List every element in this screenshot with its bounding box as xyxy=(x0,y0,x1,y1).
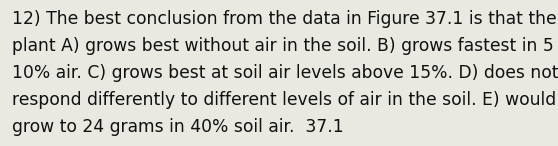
Text: plant A) grows best without air in the soil. B) grows fastest in 5 to: plant A) grows best without air in the s… xyxy=(12,37,558,55)
Text: grow to 24 grams in 40% soil air.  37.1: grow to 24 grams in 40% soil air. 37.1 xyxy=(12,118,344,136)
Text: respond differently to different levels of air in the soil. E) would: respond differently to different levels … xyxy=(12,91,556,109)
Text: 12) The best conclusion from the data in Figure 37.1 is that the: 12) The best conclusion from the data in… xyxy=(12,10,557,28)
Text: 10% air. C) grows best at soil air levels above 15%. D) does not: 10% air. C) grows best at soil air level… xyxy=(12,64,558,82)
